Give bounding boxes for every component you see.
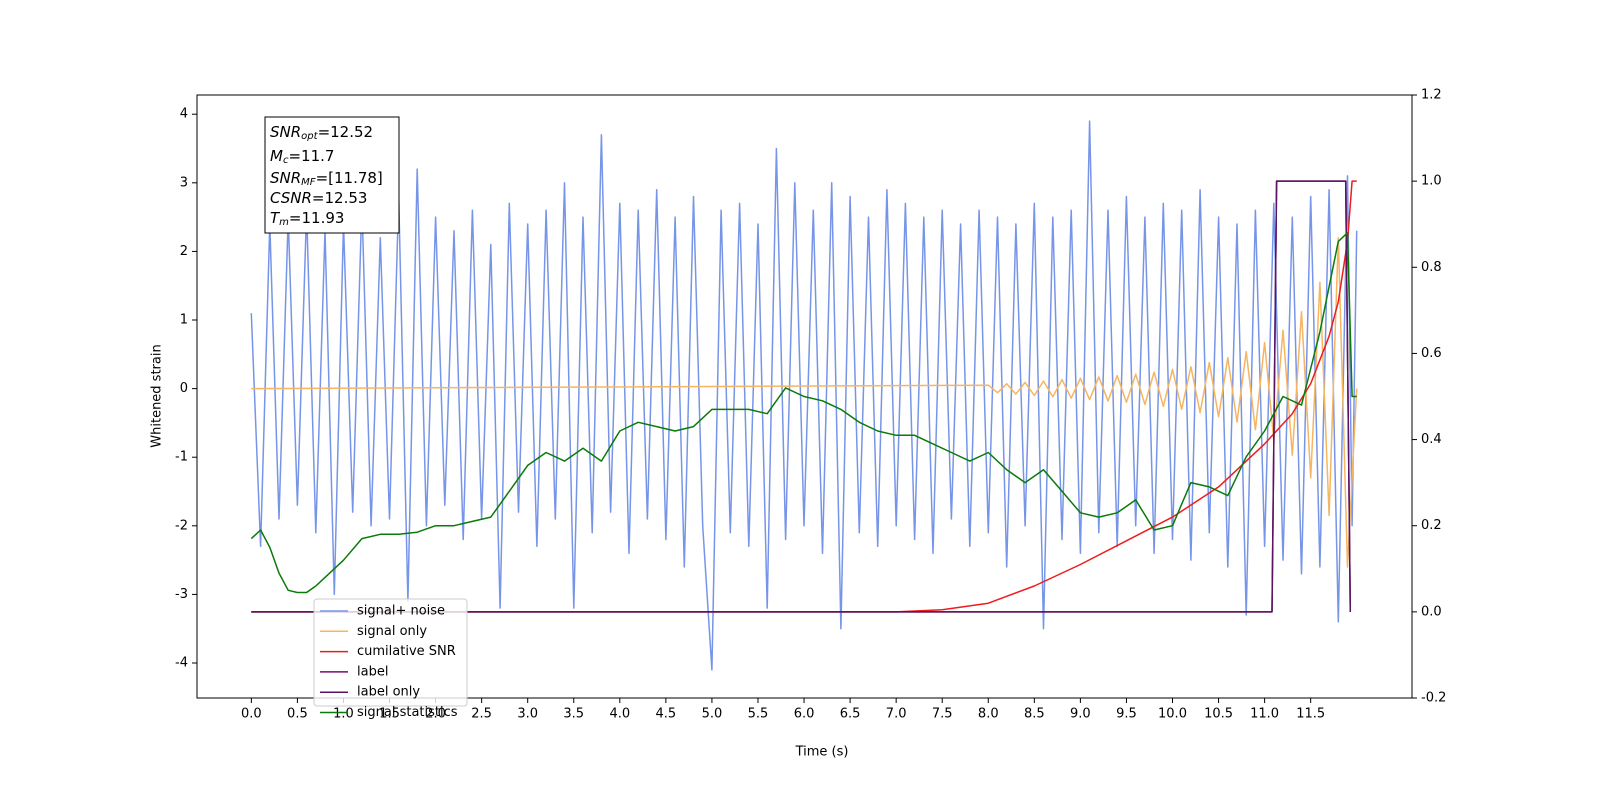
y2-tick-label: -0.2 — [1421, 691, 1446, 706]
annotation-symbol: T — [270, 209, 281, 227]
x-tick-label: 0.5 — [287, 707, 308, 722]
legend-box — [313, 598, 468, 707]
annotation-value: =11.7 — [288, 147, 334, 165]
annotation-line: CSNR=12.53 — [270, 189, 367, 207]
x-tick-label: 1.5 — [379, 707, 400, 722]
x-tick-label: 9.0 — [1070, 707, 1091, 722]
y2-tick-label: 1.2 — [1421, 88, 1442, 103]
y-tick-label: 2 — [180, 244, 188, 259]
y2-tick-label: 0.6 — [1421, 346, 1442, 361]
y-tick-label: -3 — [175, 587, 188, 602]
y-tick-label: 3 — [180, 175, 188, 190]
x-tick-label: 3.5 — [563, 707, 584, 722]
y-tick-label: -4 — [175, 656, 188, 671]
y-tick-label: 4 — [180, 107, 188, 122]
legend-label: cumilative SNR — [357, 644, 456, 659]
x-tick-label: 7.5 — [932, 707, 953, 722]
x-tick-label: 5.0 — [702, 707, 723, 722]
x-tick-label: 10.5 — [1204, 707, 1233, 722]
annotation-value: =12.53 — [312, 189, 368, 207]
y-tick-label: 1 — [180, 313, 188, 328]
x-tick-label: 6.0 — [794, 707, 815, 722]
y2-tick-label: 0.0 — [1421, 604, 1442, 619]
y-axis-label: Whitened strain — [150, 344, 165, 447]
x-tick-label: 11.5 — [1296, 707, 1325, 722]
x-tick-label: 5.5 — [748, 707, 769, 722]
annotation-symbol: SNR — [270, 123, 301, 141]
x-tick-label: 2.5 — [471, 707, 492, 722]
x-tick-label: 1.0 — [333, 707, 354, 722]
x-tick-label: 4.5 — [656, 707, 677, 722]
annotation-value: =[11.78] — [316, 169, 383, 187]
x-tick-label: 2.0 — [425, 707, 446, 722]
annotation-subscript: MF — [301, 177, 316, 188]
y-tick-label: -2 — [175, 518, 188, 533]
annotation-symbol: CSNR — [270, 189, 312, 207]
x-tick-label: 9.5 — [1116, 707, 1137, 722]
annotation-subscript: opt — [301, 131, 318, 142]
x-tick-label: 6.5 — [840, 707, 861, 722]
x-tick-label: 8.5 — [1024, 707, 1045, 722]
annotation-value: =11.93 — [289, 209, 345, 227]
x-tick-label: 4.0 — [609, 707, 630, 722]
series-line — [251, 180, 1357, 613]
y2-tick-label: 0.8 — [1421, 260, 1442, 275]
legend-label: label — [357, 664, 388, 679]
legend-label: signal+ noise — [357, 604, 445, 619]
plot-area — [250, 120, 1358, 671]
y-tick-label: 0 — [180, 381, 188, 396]
x-tick-label: 11.0 — [1250, 707, 1279, 722]
y-tick-label: -1 — [175, 450, 188, 465]
x-tick-label: 7.0 — [886, 707, 907, 722]
annotation-symbol: M — [270, 147, 283, 165]
annotation-value: =12.52 — [318, 123, 374, 141]
annotation-symbol: SNR — [270, 169, 301, 187]
x-axis-label: Time (s) — [795, 745, 849, 760]
annotation-line: Mc=11.7 — [270, 147, 334, 167]
series-line — [250, 232, 1357, 594]
annotation-subscript: m — [279, 217, 289, 228]
y2-tick-label: 0.4 — [1421, 432, 1442, 447]
legend-label: signal only — [357, 624, 427, 639]
annotation-subscript: c — [283, 155, 289, 166]
x-tick-label: 10.0 — [1158, 707, 1187, 722]
legend-label: label only — [357, 685, 420, 700]
annotation-line: SNRMF=[11.78] — [270, 169, 383, 189]
x-tick-label: 0.0 — [241, 707, 262, 722]
x-tick-label: 3.0 — [517, 707, 538, 722]
annotation-line: SNRopt=12.52 — [270, 123, 373, 143]
annotation-line: Tm=11.93 — [270, 209, 344, 229]
annotation-box — [264, 116, 400, 234]
series-line — [250, 120, 1358, 671]
y2-tick-label: 0.2 — [1421, 518, 1442, 533]
legend-label: signal statistics — [357, 705, 458, 720]
series-line — [251, 180, 1352, 613]
series-line — [251, 236, 1358, 568]
y2-tick-label: 1.0 — [1421, 174, 1442, 189]
x-tick-label: 8.0 — [978, 707, 999, 722]
